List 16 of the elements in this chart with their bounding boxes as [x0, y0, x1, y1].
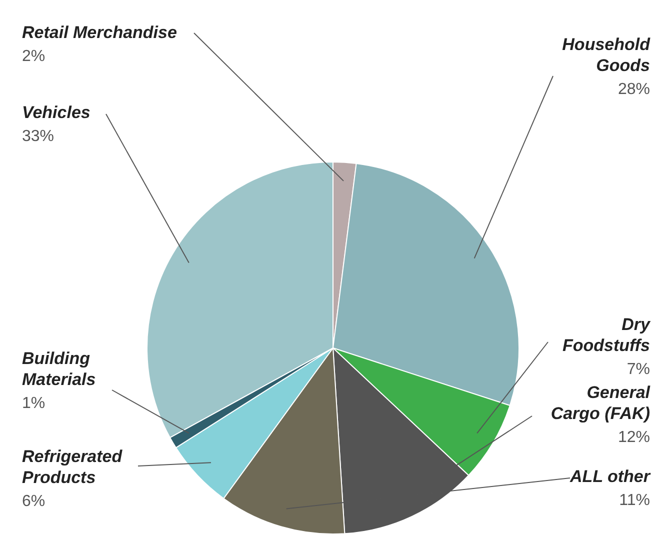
slice-label: ALL other: [569, 467, 652, 486]
data-label: 12%: [618, 429, 650, 446]
data-label: 1%: [22, 395, 46, 412]
data-label: 33%: [22, 128, 54, 145]
data-label: 6%: [22, 493, 46, 510]
slice-label: Household Goods: [562, 35, 651, 75]
slice-label: Retail Merchandise: [22, 23, 177, 42]
data-label: 7%: [626, 361, 650, 378]
slice-label: Building Materials: [22, 349, 96, 389]
slice-label: Refrigerated Products: [22, 447, 123, 487]
slice-label: General Cargo (FAK): [550, 383, 652, 423]
slice-label: Vehicles: [22, 103, 90, 122]
data-label: 28%: [618, 81, 650, 98]
data-label: 2%: [22, 48, 46, 65]
data-label: 11%: [619, 492, 650, 509]
slice-label: Dry Foodstuffs: [562, 315, 652, 355]
